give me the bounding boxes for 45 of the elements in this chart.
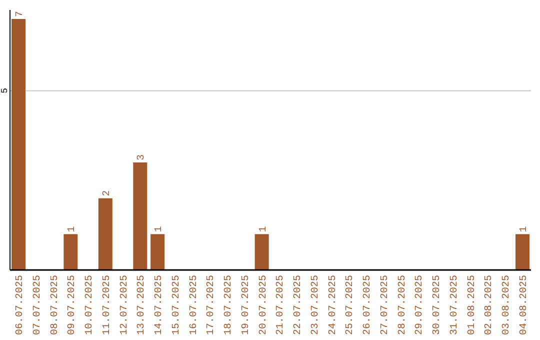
bar <box>133 162 148 270</box>
data-label: 1 <box>67 226 78 232</box>
x-tick-label: 07.07.2025 <box>32 275 44 336</box>
x-tick-label: 17.07.2025 <box>206 275 218 336</box>
x-tick-label: 21.07.2025 <box>276 275 287 336</box>
x-tick-label: 15.07.2025 <box>171 275 182 336</box>
data-label: 1 <box>518 226 530 232</box>
x-tick-label: 20.07.2025 <box>258 275 270 336</box>
x-tick-label: 31.07.2025 <box>449 275 460 336</box>
x-tick-label: 08.07.2025 <box>50 275 61 336</box>
x-tick-label: 19.07.2025 <box>240 275 252 336</box>
data-label: 3 <box>136 154 148 160</box>
x-tick-label: 30.07.2025 <box>432 275 444 336</box>
x-tick-label: 29.07.2025 <box>414 275 426 336</box>
bar <box>98 198 112 270</box>
x-tick-label: 03.08.2025 <box>502 275 513 336</box>
bar <box>150 234 165 270</box>
x-tick-label: 06.07.2025 <box>15 275 26 336</box>
x-tick-label: 09.07.2025 <box>67 275 78 336</box>
y-tick-label: 5 <box>0 88 10 94</box>
x-tick-label: 14.07.2025 <box>154 275 166 336</box>
x-tick-label: 22.07.2025 <box>293 275 304 336</box>
data-label: 7 <box>15 10 26 17</box>
x-tick-label: 28.07.2025 <box>397 275 408 336</box>
bar <box>12 18 26 270</box>
x-tick-label: 18.07.2025 <box>224 275 235 336</box>
bar <box>64 234 78 270</box>
x-tick-label: 11.07.2025 <box>102 275 113 336</box>
x-tick-label: 02.08.2025 <box>484 275 496 336</box>
data-label: 1 <box>258 226 270 232</box>
x-tick-label: 04.08.2025 <box>518 275 530 336</box>
x-tick-label: 24.07.2025 <box>328 275 339 336</box>
x-tick-label: 10.07.2025 <box>84 275 96 336</box>
x-tick-label: 26.07.2025 <box>362 275 374 336</box>
x-tick-label: 25.07.2025 <box>345 275 356 336</box>
bar <box>254 234 269 270</box>
x-tick-label: 23.07.2025 <box>310 275 322 336</box>
x-tick-label: 13.07.2025 <box>136 275 148 336</box>
data-label: 1 <box>154 226 166 232</box>
x-tick-label: 16.07.2025 <box>188 275 200 336</box>
x-tick-label: 27.07.2025 <box>380 275 391 336</box>
bar <box>515 234 530 270</box>
x-tick-label: 01.08.2025 <box>466 275 478 336</box>
x-tick-label: 12.07.2025 <box>119 275 130 336</box>
data-label: 2 <box>102 190 113 196</box>
